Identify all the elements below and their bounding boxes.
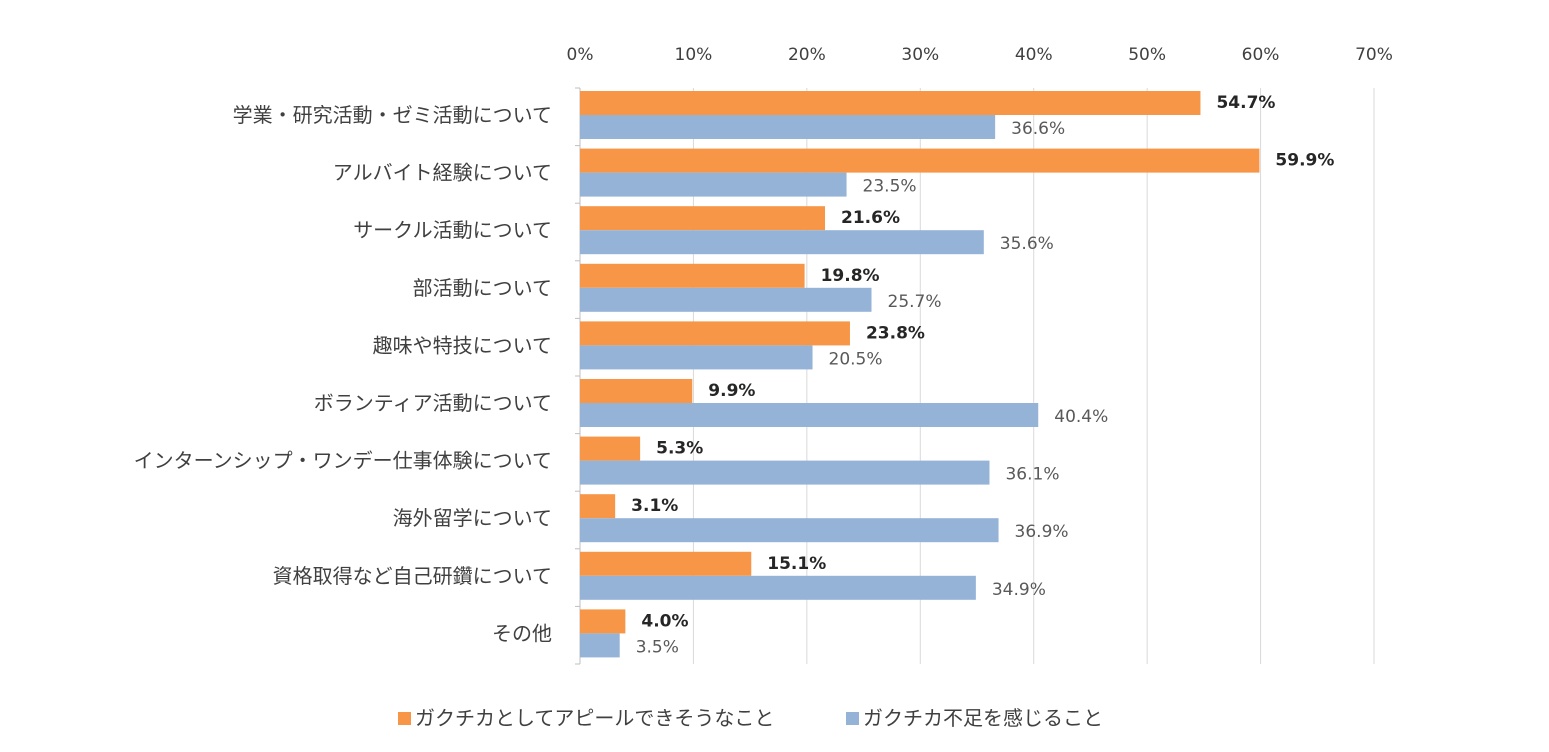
bar-appeal: [580, 206, 826, 231]
data-label-shortage: 36.1%: [1005, 465, 1059, 485]
bar-appeal: [580, 436, 641, 461]
category-label: インターンシップ・ワンデー仕事体験について: [134, 449, 552, 473]
bar-shortage: [580, 230, 984, 255]
data-label-appeal: 9.9%: [708, 381, 755, 401]
category-label: 学業・研究活動・ゼミ活動について: [233, 103, 552, 127]
data-label-appeal: 19.8%: [821, 266, 880, 286]
data-label-appeal: 5.3%: [656, 439, 703, 459]
bar-appeal: [580, 379, 693, 403]
category-label: 趣味や特技について: [373, 333, 552, 357]
data-label-appeal: 59.9%: [1275, 151, 1334, 171]
x-tick-label: 0%: [567, 45, 594, 65]
data-label-shortage: 34.9%: [992, 580, 1046, 600]
bar-appeal: [580, 609, 626, 634]
data-label-shortage: 35.6%: [1000, 234, 1054, 254]
category-label: その他: [492, 621, 552, 645]
data-label-shortage: 3.5%: [636, 637, 679, 657]
x-tick-label: 20%: [788, 45, 826, 65]
category-label: 資格取得など自己研鑽について: [273, 564, 552, 588]
bar-appeal: [580, 148, 1260, 173]
category-label: サークル活動について: [353, 218, 552, 242]
bar-shortage: [580, 172, 847, 197]
data-label-shortage: 40.4%: [1054, 407, 1108, 427]
data-label-shortage: 20.5%: [829, 349, 883, 369]
legend-swatch-appeal: [398, 712, 411, 725]
data-label-shortage: 23.5%: [863, 177, 917, 197]
bar-shortage: [580, 518, 999, 543]
legend-label-appeal: ガクチカとしてアピールできそうなこと: [415, 706, 774, 730]
bar-shortage: [580, 575, 976, 600]
x-tick-label: 60%: [1242, 45, 1280, 65]
bar-appeal: [580, 321, 850, 346]
category-label: 海外留学について: [393, 506, 552, 530]
x-tick-label: 50%: [1128, 45, 1166, 65]
bar-shortage: [580, 633, 620, 658]
bar-appeal: [580, 91, 1201, 115]
legend-swatch-shortage: [846, 712, 859, 725]
data-label-appeal: 3.1%: [631, 496, 678, 516]
bar-shortage: [580, 287, 872, 312]
data-label-shortage: 36.6%: [1011, 119, 1065, 139]
x-tick-label: 40%: [1015, 45, 1053, 65]
data-label-appeal: 21.6%: [841, 208, 900, 228]
bar-appeal: [580, 494, 616, 519]
data-label-appeal: 4.0%: [641, 611, 688, 631]
x-tick-label: 30%: [901, 45, 939, 65]
bar-shortage: [580, 460, 990, 485]
category-label: 部活動について: [413, 276, 552, 300]
bar-shortage: [580, 115, 996, 139]
bar-appeal: [580, 263, 805, 288]
category-label: アルバイト経験について: [333, 161, 552, 185]
x-tick-label: 10%: [675, 45, 713, 65]
data-label-shortage: 25.7%: [888, 292, 942, 312]
x-tick-label: 70%: [1355, 45, 1393, 65]
bar-shortage: [580, 345, 813, 370]
data-label-appeal: 23.8%: [866, 323, 925, 343]
data-label-shortage: 36.9%: [1015, 522, 1069, 542]
bar-shortage: [580, 403, 1039, 427]
bar-appeal: [580, 551, 752, 576]
category-label: ボランティア活動について: [314, 391, 552, 415]
data-label-appeal: 54.7%: [1216, 93, 1275, 113]
data-label-appeal: 15.1%: [767, 554, 826, 574]
legend-label-shortage: ガクチカ不足を感じること: [863, 706, 1103, 730]
